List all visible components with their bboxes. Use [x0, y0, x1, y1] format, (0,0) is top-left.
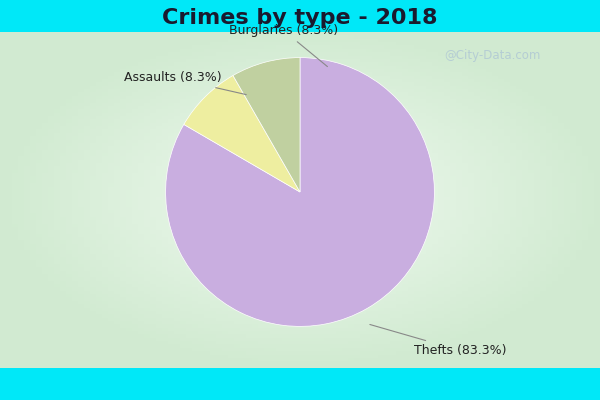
Text: Crimes by type - 2018: Crimes by type - 2018	[162, 8, 438, 28]
Wedge shape	[166, 58, 434, 326]
Text: Thefts (83.3%): Thefts (83.3%)	[370, 324, 507, 357]
Wedge shape	[233, 58, 300, 192]
Wedge shape	[184, 76, 300, 192]
Text: @City-Data.com: @City-Data.com	[444, 50, 540, 62]
Text: Burglaries (8.3%): Burglaries (8.3%)	[229, 24, 338, 66]
Text: Assaults (8.3%): Assaults (8.3%)	[124, 71, 246, 95]
